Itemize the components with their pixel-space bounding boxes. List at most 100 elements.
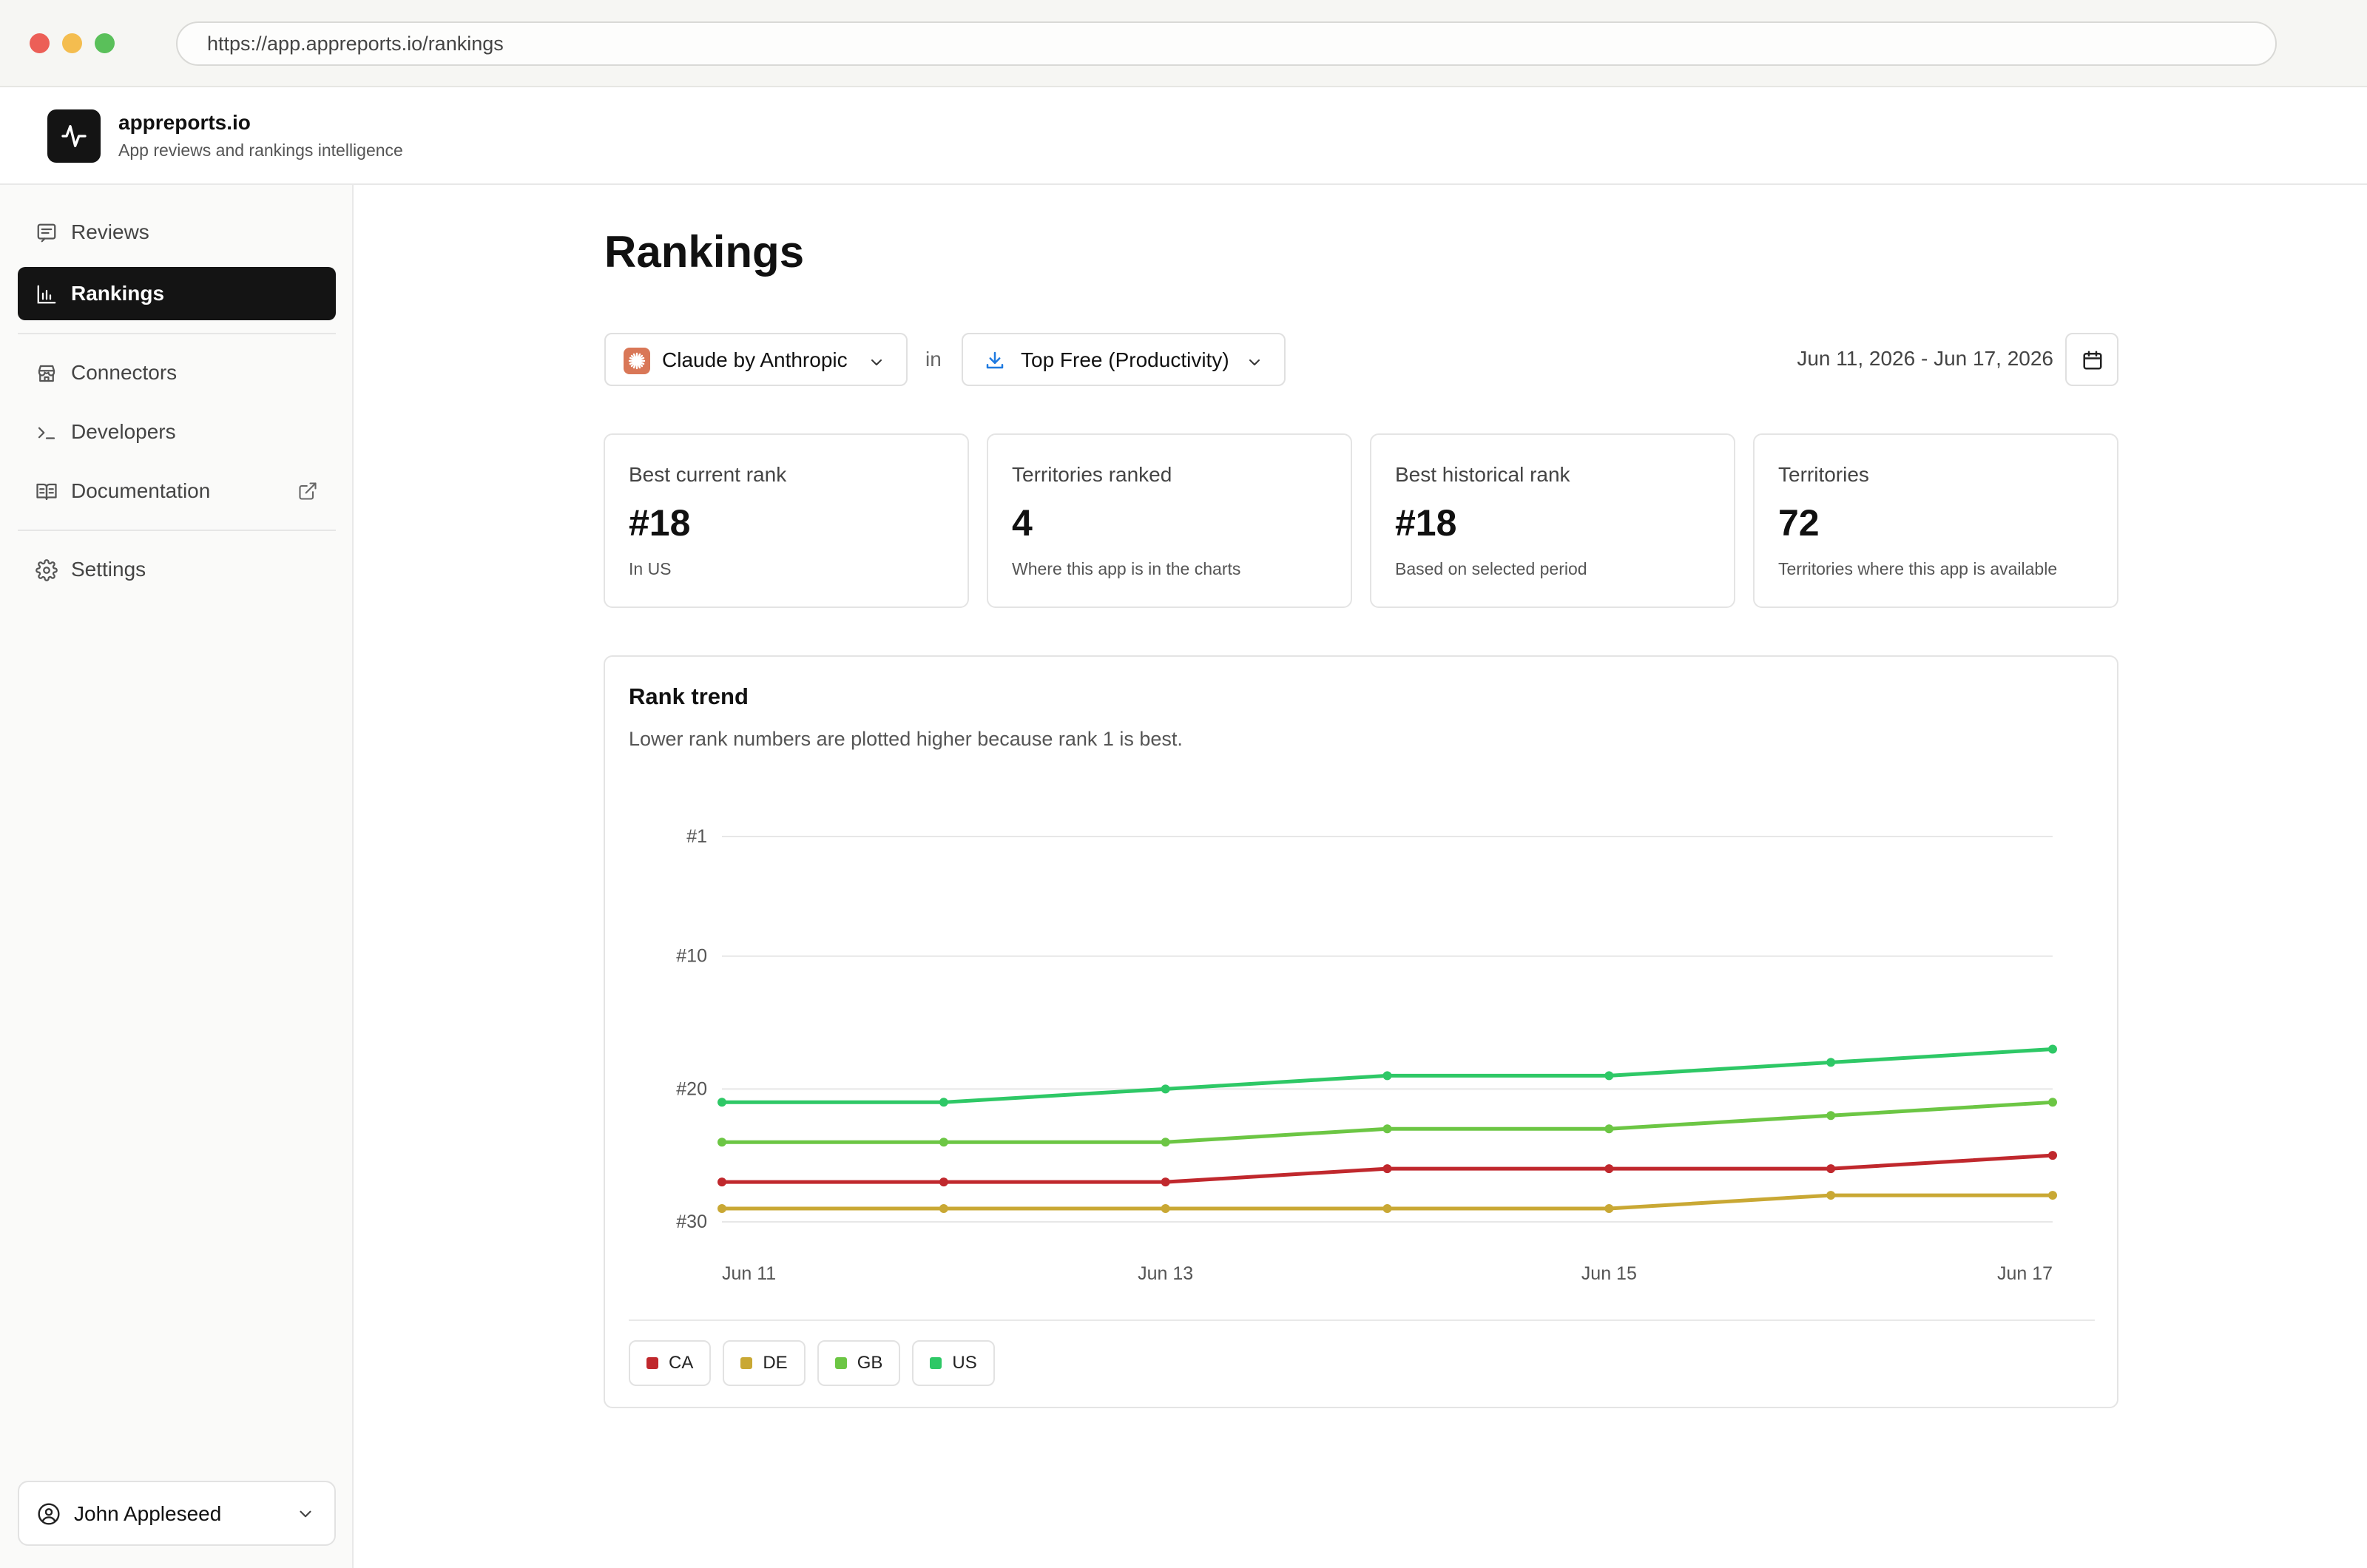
sidebar-item-rankings[interactable]: Rankings bbox=[18, 267, 336, 320]
message-square-icon bbox=[37, 223, 56, 243]
stat-label: Territories ranked bbox=[1012, 463, 1172, 486]
legend-label: CA bbox=[669, 1353, 694, 1373]
app-tagline: App reviews and rankings intelligence bbox=[118, 141, 403, 160]
window-minimize-button[interactable] bbox=[62, 33, 82, 53]
y-tick-label: #10 bbox=[676, 946, 707, 967]
data-point-de[interactable] bbox=[1382, 1204, 1392, 1214]
legend-item-ca[interactable]: CA bbox=[629, 1340, 712, 1386]
calendar-button[interactable] bbox=[2065, 333, 2118, 386]
terminal-icon bbox=[38, 427, 55, 439]
data-point-us[interactable] bbox=[1604, 1071, 1614, 1081]
data-point-de[interactable] bbox=[1604, 1204, 1614, 1214]
app-name: appreports.io bbox=[118, 111, 251, 134]
legend-swatch bbox=[834, 1357, 847, 1369]
stat-label: Best historical rank bbox=[1395, 463, 1570, 486]
data-point-us[interactable] bbox=[939, 1098, 948, 1107]
legend-item-gb[interactable]: GB bbox=[817, 1340, 901, 1386]
data-point-ca[interactable] bbox=[1826, 1164, 1836, 1174]
sidebar-item-connectors[interactable]: Connectors bbox=[18, 346, 336, 399]
sidebar-item-label: Reviews bbox=[71, 220, 149, 243]
data-point-gb[interactable] bbox=[1161, 1138, 1170, 1147]
sidebar-item-reviews[interactable]: Reviews bbox=[18, 206, 336, 259]
stat-card-best-current-rank: Best current rank #18 In US bbox=[604, 433, 969, 608]
data-point-gb[interactable] bbox=[939, 1138, 948, 1147]
date-range-label[interactable]: Jun 11, 2026 - Jun 17, 2026 bbox=[1797, 347, 2053, 370]
gear-icon bbox=[36, 559, 58, 581]
stat-value: #18 bbox=[1395, 502, 1457, 544]
legend-item-us[interactable]: US bbox=[912, 1340, 995, 1386]
data-point-de[interactable] bbox=[717, 1204, 726, 1214]
data-point-us[interactable] bbox=[1826, 1058, 1836, 1067]
claude-app-icon bbox=[624, 348, 650, 374]
stat-label: Best current rank bbox=[629, 463, 787, 486]
data-point-gb[interactable] bbox=[2048, 1098, 2057, 1107]
user-menu-button[interactable]: John Appleseed bbox=[18, 1481, 336, 1546]
chart-select-dropdown[interactable]: Top Free (Productivity) bbox=[962, 333, 1286, 386]
data-point-de[interactable] bbox=[1826, 1191, 1836, 1200]
x-tick-label: Jun 17 bbox=[1997, 1263, 2053, 1284]
data-point-de[interactable] bbox=[1161, 1204, 1170, 1214]
window-maximize-button[interactable] bbox=[95, 33, 115, 53]
stat-subtext: In US bbox=[629, 559, 672, 578]
series-line-gb bbox=[720, 1100, 2055, 1144]
sidebar: Reviews Rankings Connectors Developers D… bbox=[0, 185, 354, 1568]
chart-legend: CA DE GB US bbox=[629, 1340, 995, 1386]
stat-card-territories-ranked: Territories ranked 4 Where this app is i… bbox=[987, 433, 1352, 608]
app-select-dropdown[interactable]: Claude by Anthropic bbox=[604, 333, 908, 386]
stat-subtext: Based on selected period bbox=[1395, 559, 1587, 578]
data-point-ca[interactable] bbox=[1161, 1177, 1170, 1187]
data-point-us[interactable] bbox=[1161, 1084, 1170, 1094]
sidebar-item-label: Settings bbox=[71, 558, 146, 581]
store-icon bbox=[38, 365, 55, 382]
legend-swatch bbox=[930, 1357, 942, 1369]
chevron-down-icon bbox=[300, 1510, 311, 1518]
user-name: John Appleseed bbox=[74, 1502, 222, 1525]
sidebar-item-label: Documentation bbox=[71, 479, 211, 502]
calendar-icon bbox=[2083, 351, 2102, 370]
stat-value: 72 bbox=[1778, 502, 1820, 544]
chart-title: Rank trend bbox=[629, 683, 749, 709]
legend-swatch bbox=[740, 1357, 753, 1369]
window-close-button[interactable] bbox=[30, 33, 50, 53]
sidebar-item-developers[interactable]: Developers bbox=[18, 405, 336, 459]
stat-subtext: Territories where this app is available bbox=[1778, 559, 2058, 578]
data-point-us[interactable] bbox=[717, 1098, 726, 1107]
data-point-ca[interactable] bbox=[939, 1177, 948, 1187]
sidebar-divider bbox=[18, 333, 336, 334]
stat-card-territories: Territories 72 Territories where this ap… bbox=[1753, 433, 2118, 608]
y-tick-label: #30 bbox=[676, 1212, 707, 1232]
data-point-gb[interactable] bbox=[1826, 1111, 1836, 1121]
chart-select-label: Top Free (Productivity) bbox=[1021, 348, 1229, 371]
stat-value: 4 bbox=[1012, 502, 1033, 544]
data-point-us[interactable] bbox=[2048, 1044, 2057, 1054]
data-point-ca[interactable] bbox=[1604, 1164, 1614, 1174]
data-point-de[interactable] bbox=[2048, 1191, 2057, 1200]
data-point-us[interactable] bbox=[1382, 1071, 1392, 1081]
stat-subtext: Where this app is in the charts bbox=[1012, 559, 1241, 578]
rank-trend-chart: #1 #10 #20 #30 Jun 11 Jun 13 Jun 15 Jun 17 bbox=[676, 826, 2057, 1284]
x-tick-label: Jun 11 bbox=[722, 1263, 776, 1284]
legend-label: US bbox=[952, 1353, 977, 1373]
data-point-ca[interactable] bbox=[2048, 1151, 2057, 1160]
page-title: Rankings bbox=[604, 227, 805, 277]
activity-pulse-icon[interactable] bbox=[47, 109, 101, 163]
user-circle-icon bbox=[38, 1503, 60, 1525]
data-point-gb[interactable] bbox=[1382, 1124, 1392, 1134]
chevron-down-icon bbox=[1249, 359, 1260, 365]
sidebar-item-label: Rankings bbox=[71, 282, 165, 305]
sidebar-item-documentation[interactable]: Documentation bbox=[18, 464, 336, 518]
data-point-de[interactable] bbox=[939, 1204, 948, 1214]
sidebar-divider bbox=[18, 530, 336, 531]
bar-chart-icon bbox=[37, 285, 56, 304]
data-point-ca[interactable] bbox=[1382, 1164, 1392, 1174]
data-point-gb[interactable] bbox=[717, 1138, 726, 1147]
address-bar[interactable]: https://app.appreports.io/rankings bbox=[176, 21, 2277, 66]
legend-label: DE bbox=[763, 1353, 788, 1373]
y-tick-label: #20 bbox=[676, 1078, 707, 1099]
legend-item-de[interactable]: DE bbox=[723, 1340, 806, 1386]
sidebar-item-settings[interactable]: Settings bbox=[18, 543, 336, 596]
data-point-gb[interactable] bbox=[1604, 1124, 1614, 1134]
book-open-icon bbox=[36, 483, 57, 501]
data-point-ca[interactable] bbox=[717, 1177, 726, 1187]
rank-trend-card: Rank trend Lower rank numbers are plotte… bbox=[604, 655, 2118, 1408]
